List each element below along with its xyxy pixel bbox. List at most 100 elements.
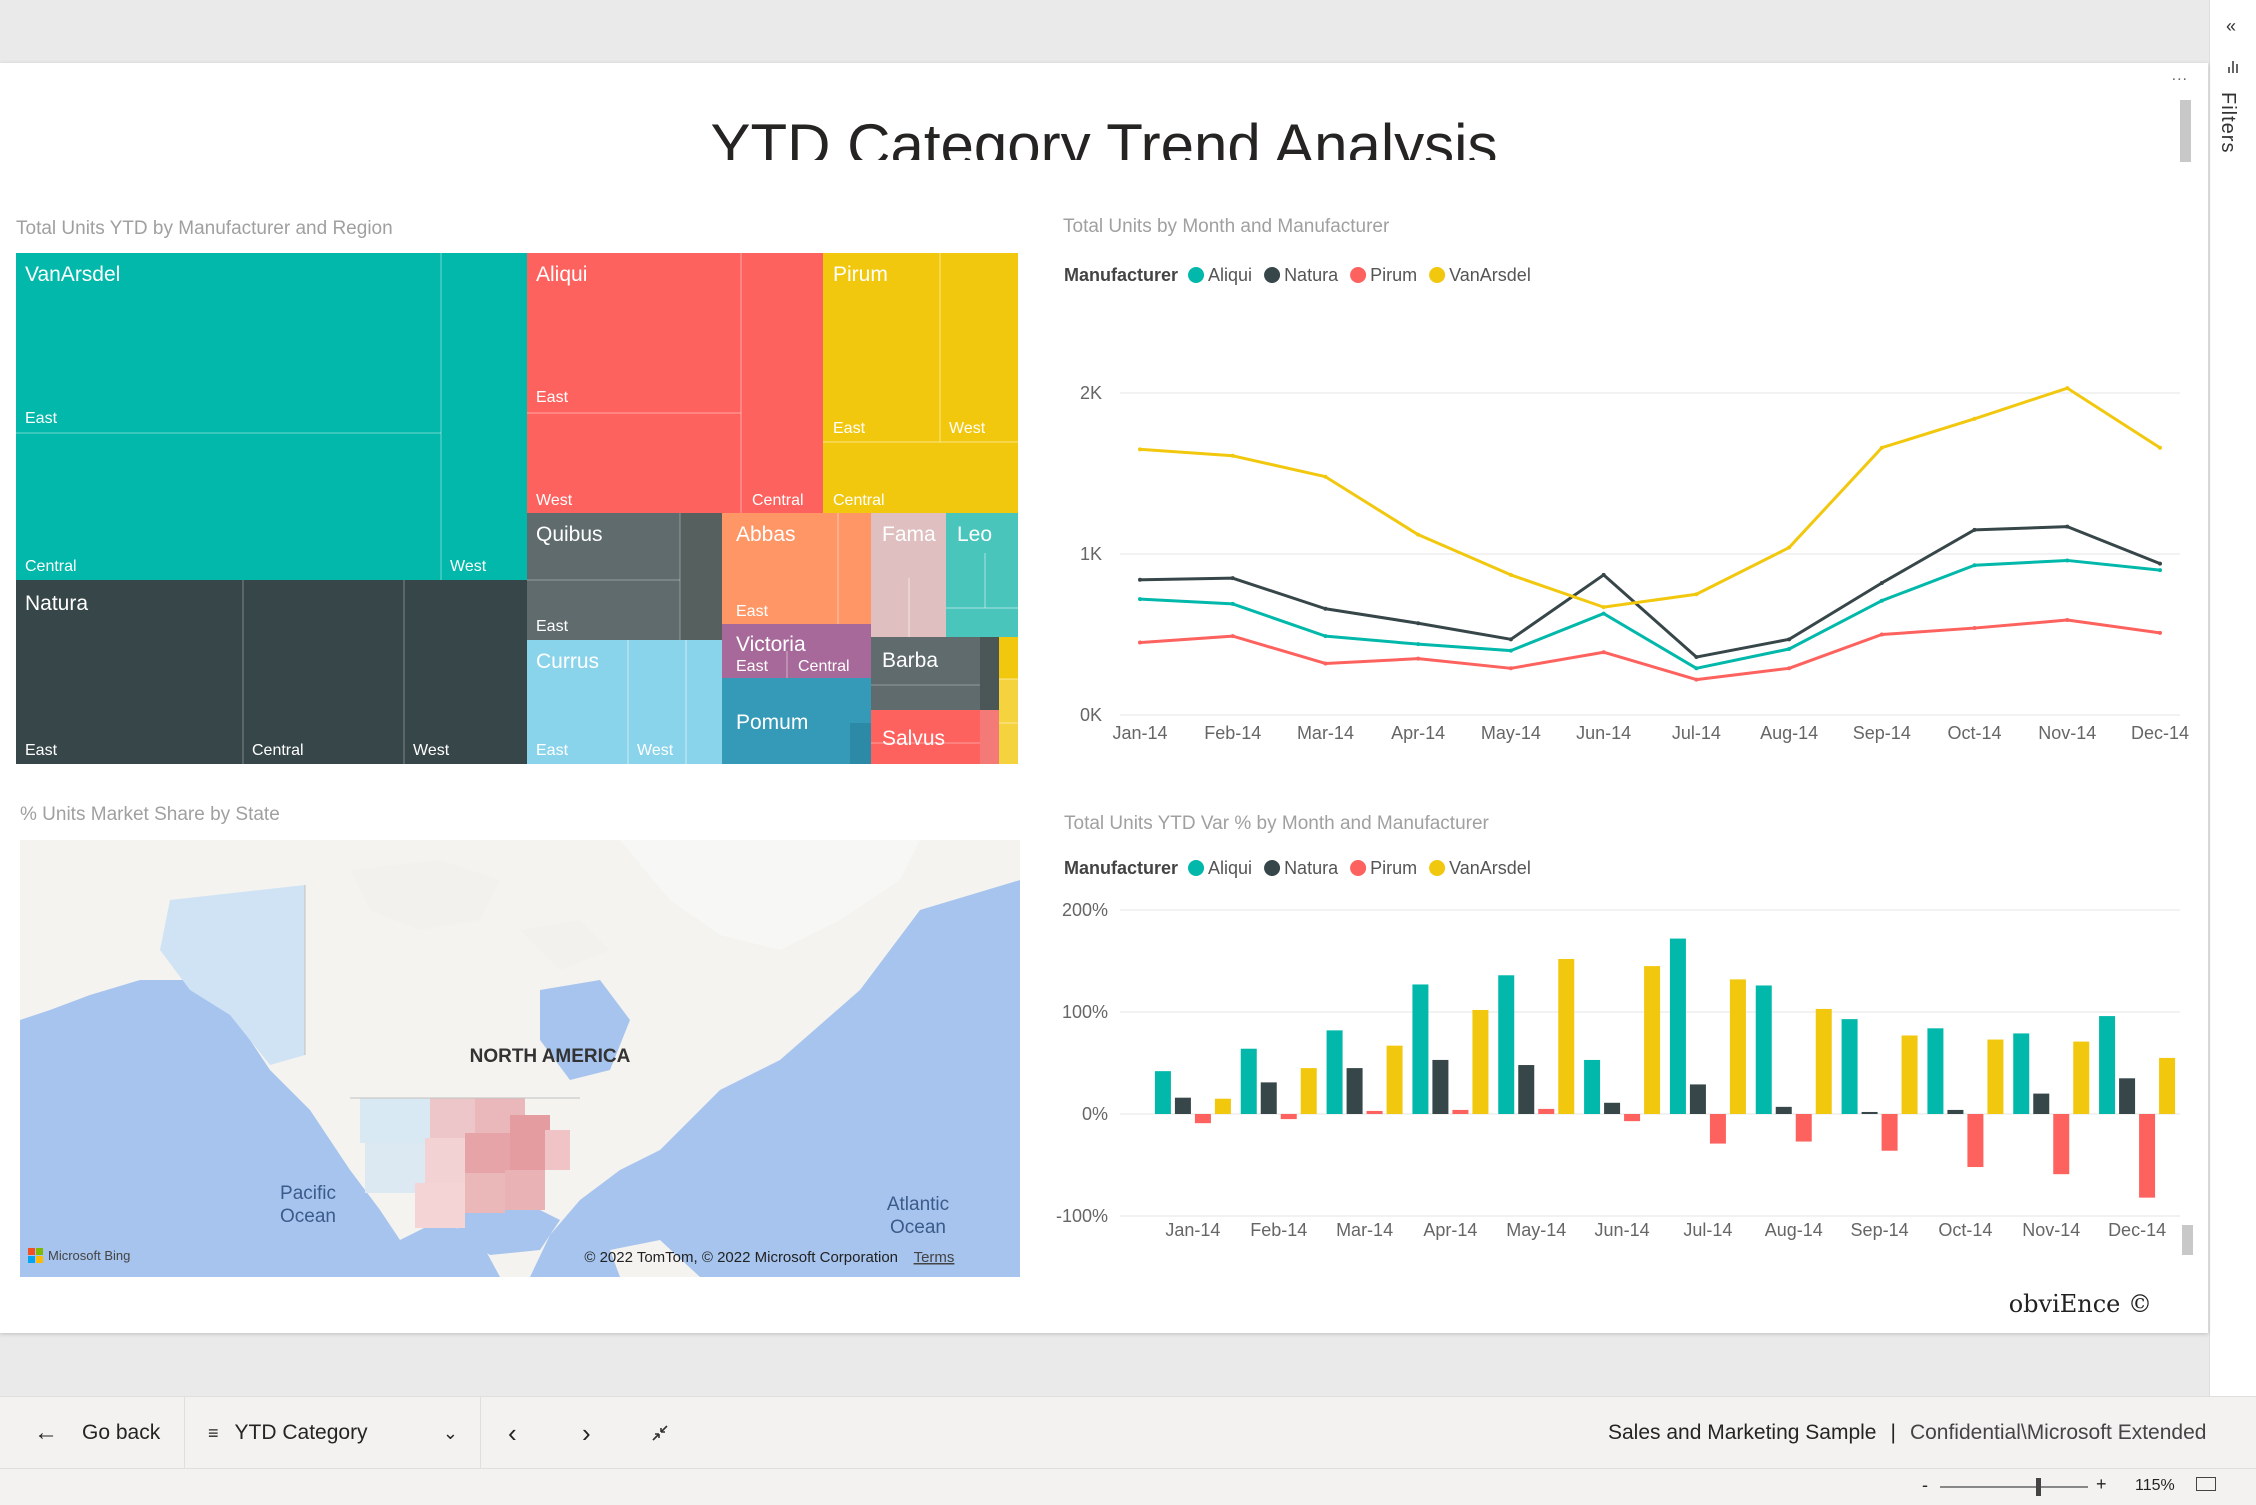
data-point-vanarsdel — [1508, 572, 1513, 577]
treemap[interactable]: VanArsdel East Central West Natura East … — [16, 253, 1018, 764]
zoom-slider-thumb[interactable] — [2035, 1478, 2041, 1496]
go-back-button[interactable]: ← Go back — [34, 1397, 160, 1469]
bing-logo: Microsoft Bing — [28, 1248, 130, 1263]
bar-aliqui — [2013, 1033, 2030, 1114]
data-point-pirum — [1138, 640, 1142, 645]
bar-pirum — [1538, 1108, 1555, 1114]
bar-aliqui — [1154, 1071, 1171, 1114]
bar-pirum — [1709, 1114, 1726, 1144]
data-point-natura — [2065, 524, 2070, 529]
bing-label: Microsoft Bing — [48, 1248, 130, 1263]
zoom-level[interactable]: 115% — [2135, 1477, 2175, 1494]
map-canvas[interactable]: NORTH AMERICA Pacific Ocean Atlantic Oce… — [20, 840, 1020, 1277]
landmass-greenland — [620, 840, 920, 950]
treemap-quibus[interactable]: Quibus East — [527, 513, 722, 640]
bar-vanarsdel — [1386, 1045, 1403, 1114]
data-point-vanarsdel — [1416, 532, 1421, 537]
bar-pirum — [1280, 1114, 1297, 1120]
separator: | — [1890, 1421, 1896, 1444]
data-point-natura — [1972, 527, 1977, 532]
chevron-right-icon: › — [582, 1417, 591, 1448]
scrollbar-thumb-bottom[interactable] — [2182, 1225, 2193, 1255]
bar-pirum — [1881, 1114, 1898, 1151]
data-point-vanarsdel — [1601, 605, 1606, 610]
more-options-icon[interactable]: ... — [2171, 67, 2188, 84]
bar-aliqui — [1755, 985, 1772, 1114]
treemap-region-label: Central — [25, 558, 77, 575]
line-chart[interactable]: Manufacturer Aliqui Natura Pirum VanArsdel 0K… — [1050, 255, 2200, 755]
treemap-others[interactable] — [999, 637, 1018, 764]
treemap-leo[interactable]: Leo — [946, 513, 1018, 637]
treemap-victoria[interactable]: Victoria East Central — [722, 624, 871, 678]
series-line-natura — [1139, 525, 2161, 659]
page-selector-label: YTD Category — [234, 1421, 368, 1444]
bar-chart[interactable]: Manufacturer Aliqui Natura Pirum VanArsdel 20… — [1050, 850, 2200, 1250]
data-point-natura — [1694, 655, 1699, 660]
x-tick-label: Jan-14 — [1112, 723, 1167, 743]
map-terms-link[interactable]: Terms — [914, 1249, 955, 1266]
zoom-out-button[interactable]: - — [1922, 1475, 1928, 1495]
previous-page-button[interactable]: ‹ — [508, 1397, 517, 1469]
treemap-region-label: Central — [252, 742, 304, 759]
next-page-button[interactable]: › — [582, 1397, 591, 1469]
bar-vanarsdel — [2159, 1057, 2176, 1114]
legend-item: Pirum — [1370, 858, 1417, 878]
bar-natura — [2119, 1078, 2136, 1114]
filters-label[interactable]: Filters — [2217, 92, 2239, 154]
treemap-barba[interactable]: Barba — [871, 637, 999, 710]
treemap-label-salvus: Salvus — [882, 727, 945, 750]
x-tick-label: Jan-14 — [1165, 1220, 1220, 1240]
bar-natura — [1518, 1065, 1535, 1114]
bar-vanarsdel — [1729, 979, 1746, 1114]
zoom-slider[interactable] — [1940, 1478, 2088, 1496]
treemap-pirum[interactable]: Pirum East West Central — [823, 253, 1018, 513]
treemap-currus[interactable]: Currus East West — [527, 640, 722, 764]
bar-natura — [1775, 1106, 1792, 1114]
map-visual[interactable]: NORTH AMERICA Pacific Ocean Atlantic Oce… — [20, 840, 1020, 1277]
bar-vanarsdel — [1472, 1009, 1489, 1114]
fit-page-icon[interactable] — [2196, 1477, 2216, 1491]
sensitivity-label[interactable]: Confidential\Microsoft Extended — [1909, 1421, 2207, 1444]
treemap-region-label: West — [413, 742, 450, 759]
bar-aliqui — [1412, 984, 1429, 1114]
data-point-natura — [1601, 572, 1606, 577]
treemap-fama[interactable]: Fama — [871, 513, 946, 637]
data-point-natura — [1323, 606, 1328, 611]
us-states-shading — [360, 1098, 570, 1228]
scrollbar-thumb[interactable] — [2180, 100, 2191, 162]
x-tick-label: Feb-14 — [1250, 1220, 1307, 1240]
treemap-region-label: East — [736, 603, 769, 620]
treemap-salvus[interactable]: Salvus — [871, 710, 999, 764]
treemap-natura[interactable]: Natura East Central West — [16, 580, 527, 764]
y-tick-label: 100% — [1062, 1002, 1108, 1022]
data-point-natura — [2158, 561, 2162, 566]
legend-title: Manufacturer — [1064, 858, 1178, 878]
treemap-aliqui[interactable]: Aliqui East West Central — [527, 253, 823, 513]
x-tick-label: Jul-14 — [1683, 1220, 1732, 1240]
data-point-aliqui — [1508, 648, 1513, 653]
bar-pirum — [1194, 1114, 1211, 1124]
treemap-vanarsdel[interactable]: VanArsdel East Central West — [16, 253, 527, 580]
treemap-pomum[interactable]: Pomum — [722, 678, 871, 764]
legend-item: Pirum — [1370, 265, 1417, 285]
bar-aliqui — [1326, 1030, 1343, 1114]
exit-focus-button[interactable] — [650, 1397, 670, 1469]
x-tick-label: Apr-14 — [1391, 723, 1445, 743]
x-tick-label: Dec-14 — [2131, 723, 2189, 743]
y-tick-label: -100% — [1056, 1206, 1108, 1226]
zoom-in-button[interactable]: + — [2096, 1474, 2107, 1494]
page-selector[interactable]: ≡ YTD Category ⌄ — [208, 1397, 458, 1469]
treemap-region-label: Central — [833, 492, 885, 509]
bar-vanarsdel — [1815, 1008, 1832, 1114]
bar-vanarsdel — [1901, 1035, 1918, 1114]
x-tick-label: Nov-14 — [2022, 1220, 2080, 1240]
data-point-natura — [1508, 637, 1513, 642]
x-tick-label: Nov-14 — [2038, 723, 2096, 743]
treemap-abbas[interactable]: Abbas East — [722, 513, 871, 624]
collapse-filters-icon[interactable]: « — [2226, 16, 2237, 36]
treemap-region-label: Central — [752, 492, 804, 509]
filters-pane[interactable]: « Filters — [2209, 0, 2256, 1396]
bar-natura — [1432, 1059, 1449, 1114]
x-tick-label: Aug-14 — [1760, 723, 1818, 743]
x-tick-label: Dec-14 — [2108, 1220, 2166, 1240]
